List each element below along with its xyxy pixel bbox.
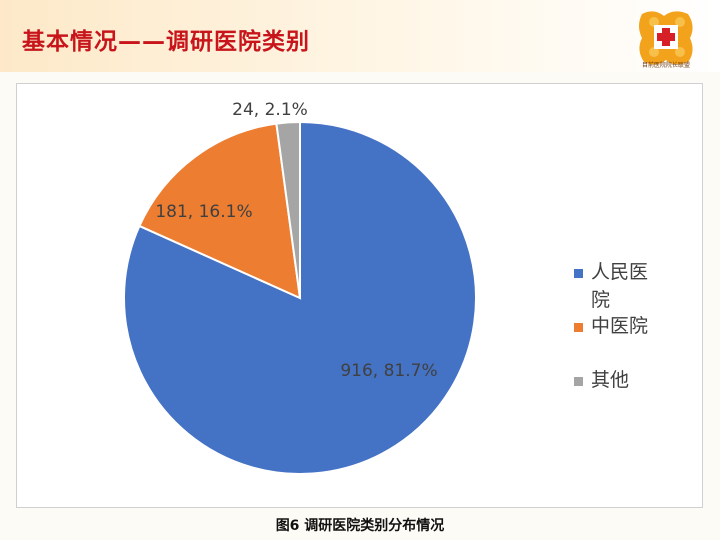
legend-swatch: [574, 323, 583, 332]
legend-label: 人民医院: [591, 261, 649, 311]
hospital-cross-logo-icon: [639, 11, 693, 65]
data-label: 916, 81.7%: [340, 361, 437, 381]
legend-item: 中医院: [574, 308, 694, 362]
slide-title: 基本情况——调研医院类别: [22, 29, 310, 55]
legend-item: 其他: [574, 362, 694, 416]
legend-item: 人民医院: [574, 254, 694, 311]
legend-label: 其他: [591, 369, 630, 391]
pie-chart: 916, 81.7% 181, 16.1% 24, 2.1%: [123, 100, 477, 475]
figure-caption: 图6 调研医院类别分布情况: [275, 518, 445, 534]
legend-swatch: [574, 377, 583, 386]
slice-tcm-hospital: [138, 122, 302, 300]
data-label: 181, 16.1%: [155, 202, 252, 222]
slide-header: 基本情况——调研医院类别 目前医院院长联盟: [0, 0, 720, 72]
legend-swatch: [574, 269, 583, 278]
chart-frame: 916, 81.7% 181, 16.1% 24, 2.1% 人民医院中医院其他: [16, 83, 703, 508]
logo-caption: 目前医院院长联盟: [641, 62, 690, 69]
legend-label: 中医院: [591, 315, 649, 337]
data-label: 24, 2.1%: [232, 100, 308, 120]
slice-other: [275, 120, 301, 299]
chart-legend: 人民医院 中医院 其他: [574, 254, 694, 416]
